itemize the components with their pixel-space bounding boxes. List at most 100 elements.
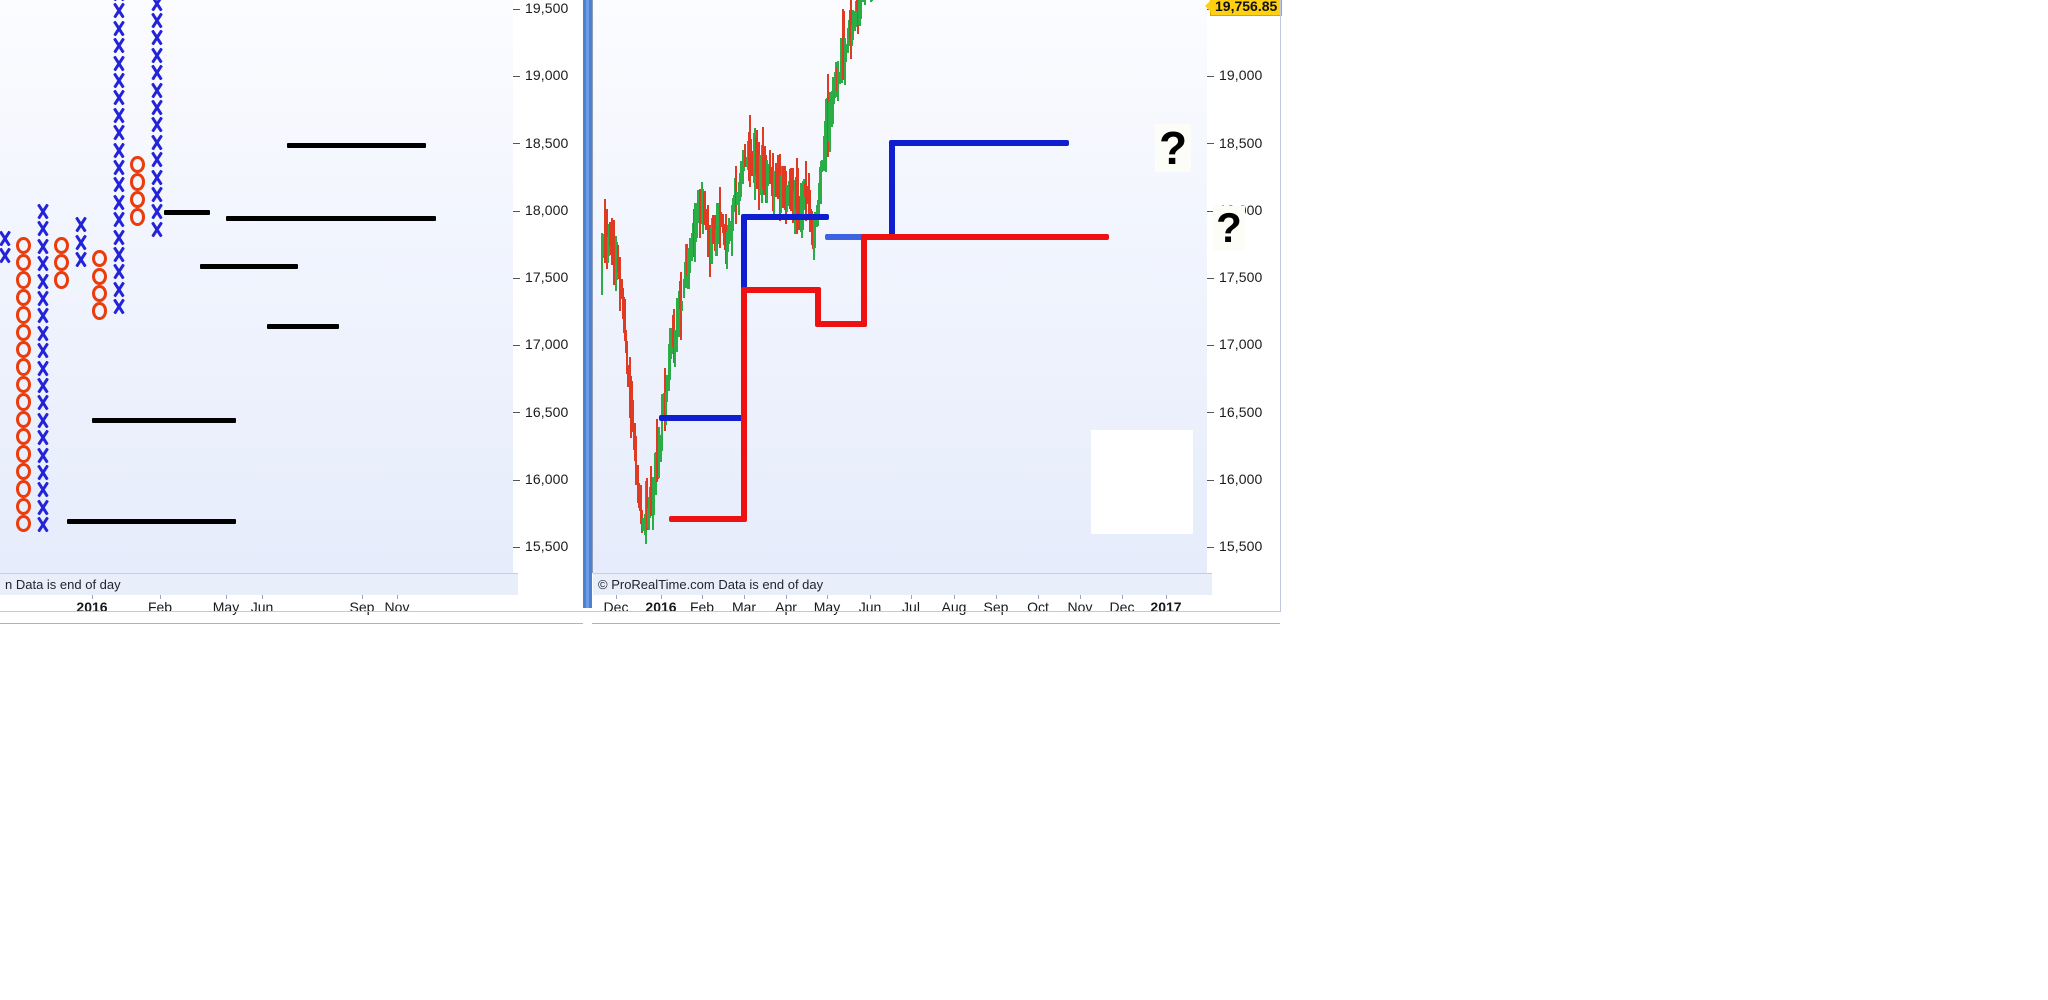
pf-o-mark (130, 190, 145, 209)
pf-y-tick-18500: 18,500 (513, 135, 568, 151)
ohlc-bar (728, 218, 731, 244)
pf-x-axis[interactable]: 2016 Feb May Jun Sep Nov (0, 595, 583, 624)
tick-label: 15,500 (1219, 538, 1263, 554)
pf-x-mark (147, 186, 166, 203)
pf-x-mark (147, 221, 166, 238)
ohlc-bar (722, 223, 725, 246)
ohlc-bar (777, 162, 780, 197)
question-mark-annotation-2: ? (1213, 206, 1245, 250)
ohlc-bar (809, 209, 812, 231)
pf-x-mark (109, 176, 128, 193)
tick-dash (513, 412, 520, 414)
pf-x-mark (109, 142, 128, 159)
ohlc-bar (633, 423, 636, 450)
ohlc-bar (612, 219, 615, 286)
tick-label: 16,500 (1219, 403, 1263, 420)
pf-plot-area[interactable] (0, 0, 513, 573)
ohlc-bar (606, 237, 609, 264)
ohlc-bar (643, 514, 646, 536)
x-notch (616, 595, 617, 599)
ohlc-bar (615, 241, 618, 281)
pf-x-mark (33, 273, 52, 290)
panel-divider[interactable] (583, 0, 592, 608)
ohlc-bar (738, 172, 741, 202)
ohlc-bar (792, 190, 795, 214)
tick-label: 17,500 (1219, 269, 1263, 285)
ohlc-bar (660, 394, 663, 452)
ohlc-bar (679, 281, 681, 310)
last-price-tag[interactable]: 19,756.85 (1205, 0, 1283, 16)
ohlc-bar (683, 261, 686, 284)
pf-y-axis[interactable]: 19,500 19,000 18,500 18,000 17,500 17,000 16,5… (513, 0, 583, 573)
x-notch (702, 595, 703, 599)
resistance-step-line (669, 516, 747, 523)
ohlc-bar (689, 238, 692, 274)
ohlc-bar (692, 208, 695, 257)
ohlc-bar (676, 301, 679, 330)
ohlc-bar (702, 188, 704, 234)
ohlc-bar (801, 181, 804, 231)
ohlc-bar (617, 245, 620, 272)
ohlc-bar (798, 195, 801, 230)
pf-level-line (287, 142, 426, 148)
pf-o-mark (16, 393, 31, 411)
ohlc-bar (847, 19, 850, 47)
x-notch (786, 595, 787, 599)
pf-o-mark (16, 254, 31, 272)
pf-level-line (225, 216, 437, 222)
ohlc-bar (619, 257, 622, 312)
pf-x-mark (33, 377, 52, 394)
ohlc-bar (626, 341, 629, 374)
pf-o-mark (16, 323, 31, 342)
ohlc-bar (721, 214, 724, 234)
x-notch (1038, 595, 1039, 599)
x-axis-label-sep: Sep (983, 599, 1009, 615)
x-axis-label-2016: 2016 (645, 599, 677, 615)
ohlc-bar (656, 419, 659, 482)
ohlc-y-tick-15500: 15,500 (1207, 538, 1262, 554)
tick-dash (513, 479, 520, 481)
ohlc-bar (807, 173, 810, 221)
ohlc-bar (843, 10, 846, 81)
ohlc-bar (609, 221, 611, 246)
ohlc-y-axis[interactable]: 19,50019,00018,50018,00017,50017,00016,5… (1207, 0, 1280, 573)
x-axis-label-jul: Jul (902, 599, 920, 615)
ohlc-bar (636, 465, 639, 503)
ohlc-bar (624, 298, 626, 342)
ohlc-bar (634, 423, 637, 462)
pf-x-mark (0, 247, 14, 264)
ohlc-bar (684, 244, 687, 288)
ohlc-bar (781, 165, 784, 204)
ohlc-bar (758, 141, 761, 210)
pf-x-mark (33, 429, 52, 446)
pf-x-mark (109, 298, 128, 315)
ohlc-bar (739, 160, 742, 198)
pf-o-mark (92, 284, 107, 303)
ohlc-bar (646, 507, 649, 529)
x-notch (262, 595, 263, 599)
ohlc-bar (724, 214, 727, 264)
support-step-line (889, 142, 895, 237)
ohlc-x-axis[interactable]: Dec 2016 Feb Mar Apr May Jun Jul Aug Sep Oct Nov Dec… (592, 595, 1280, 624)
ohlc-bar (751, 151, 754, 176)
tick-dash (513, 277, 520, 279)
ohlc-bar (858, 0, 860, 26)
ohlc-bar (836, 66, 839, 91)
ohlc-plot-area[interactable] (593, 0, 1207, 573)
ohlc-bar (672, 315, 675, 347)
tick-label: 17,500 (525, 269, 569, 285)
x-axis-label-jun: Jun (858, 599, 882, 615)
pf-o-mark (130, 173, 145, 191)
pf-y-tick-18000: 18,000 (513, 202, 568, 218)
pf-level-line (92, 418, 236, 424)
ohlc-bar (823, 120, 826, 160)
x-notch (954, 595, 955, 599)
ohlc-footer-note: © ProRealTime.com Data is end of day (593, 573, 1212, 597)
x-notch (1122, 595, 1123, 599)
ohlc-bar (837, 60, 840, 102)
pf-o-mark (16, 375, 31, 394)
ohlc-bar (711, 217, 714, 265)
panel-divider-inner (586, 0, 589, 608)
ohlc-bar (603, 233, 606, 249)
